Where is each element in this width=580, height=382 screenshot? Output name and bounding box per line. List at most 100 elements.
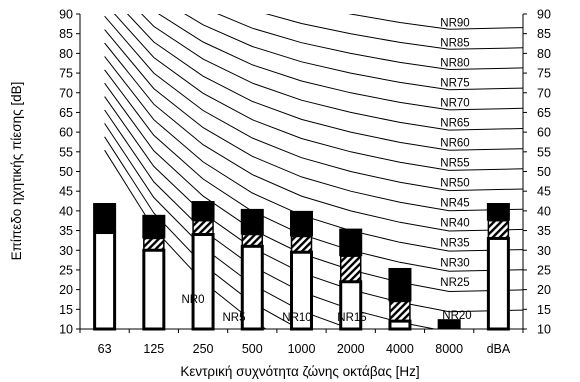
y-tick-label-left: 90 bbox=[59, 8, 73, 22]
y-tick-label-left: 10 bbox=[59, 323, 73, 337]
y-tick-label-left: 30 bbox=[59, 244, 73, 258]
y-tick-label-left: 20 bbox=[59, 283, 73, 297]
y-tick-label-right: 15 bbox=[537, 303, 551, 317]
nr-curve-NR5 bbox=[104, 136, 301, 329]
nr-label: NR60 bbox=[440, 137, 469, 149]
y-tick-label-left: 25 bbox=[59, 263, 73, 277]
nr-label: NR30 bbox=[440, 257, 469, 269]
bar-base-segment bbox=[191, 233, 215, 331]
nr-label: NR80 bbox=[440, 57, 469, 69]
y-tick-label-right: 30 bbox=[537, 244, 551, 258]
nr-curve-NR80 bbox=[216, 14, 523, 71]
nr-curve-NR45 bbox=[104, 29, 523, 212]
y-tick-label-right: 90 bbox=[537, 8, 551, 22]
x-tick-label: 250 bbox=[193, 342, 214, 356]
y-tick-label-left: 50 bbox=[59, 165, 73, 179]
bar-base-segment bbox=[388, 319, 412, 331]
x-tick-label: 8000 bbox=[435, 342, 463, 356]
nr-label: NR40 bbox=[440, 217, 469, 229]
y-tick-label-left: 70 bbox=[59, 86, 73, 100]
nr-label: NR35 bbox=[440, 237, 469, 249]
nr-label: NR45 bbox=[440, 197, 469, 209]
bar-hatch-segment bbox=[487, 219, 510, 240]
nr-curve-NR75 bbox=[184, 14, 523, 91]
y-tick-label-left: 35 bbox=[59, 224, 73, 238]
y-tick-label-left: 75 bbox=[59, 67, 73, 81]
y-tick-label-right: 50 bbox=[537, 165, 551, 179]
bar-top-segment bbox=[339, 228, 363, 257]
bar-top-segment bbox=[290, 210, 313, 237]
bar-hatch-segment bbox=[241, 233, 264, 248]
y-tick-label-left: 15 bbox=[59, 303, 73, 317]
x-tick-label: 63 bbox=[98, 342, 112, 356]
y-tick-label-left: 65 bbox=[59, 106, 73, 120]
bar-top-segment bbox=[142, 214, 166, 239]
y-tick-label-right: 25 bbox=[537, 263, 551, 277]
y-tick-label-right: 70 bbox=[537, 86, 551, 100]
bar-top-segment bbox=[486, 203, 510, 221]
nr-label: NR85 bbox=[440, 37, 469, 49]
y-tick-label-right: 55 bbox=[537, 145, 551, 159]
x-axis-title: Κεντρική συχνότητα ζώνης οκτάβας [Hz] bbox=[180, 364, 419, 379]
bar-hatch-segment bbox=[143, 237, 165, 251]
x-tick-label: 2000 bbox=[337, 342, 365, 356]
nr-label: NR5 bbox=[222, 312, 245, 324]
nr-label: NR20 bbox=[442, 310, 471, 322]
y-tick-label-right: 60 bbox=[537, 126, 551, 140]
bar-top-segment bbox=[93, 203, 117, 233]
nr-label: NR0 bbox=[181, 294, 204, 306]
y-tick-label-right: 65 bbox=[537, 106, 551, 120]
y-tick-label-right: 85 bbox=[537, 27, 551, 41]
nr-label: NR70 bbox=[440, 97, 469, 109]
y-tick-label-right: 40 bbox=[537, 204, 551, 218]
bar-top-segment bbox=[240, 208, 264, 235]
x-tick-label: dBA bbox=[487, 342, 511, 356]
nr-curve-NR55 bbox=[114, 14, 523, 171]
bar-hatch-segment bbox=[192, 219, 214, 236]
nr-label: NR90 bbox=[440, 17, 469, 29]
y-tick-label-right: 80 bbox=[537, 47, 551, 61]
bar-base-segment bbox=[486, 236, 510, 331]
nr-label: NR50 bbox=[440, 177, 469, 189]
y-tick-label-left: 45 bbox=[59, 185, 73, 199]
nr-label: NR65 bbox=[440, 117, 469, 129]
y-tick-label-left: 55 bbox=[59, 145, 73, 159]
bar-top-segment bbox=[191, 201, 215, 221]
y-tick-label-right: 75 bbox=[537, 67, 551, 81]
y-tick-label-left: 60 bbox=[59, 126, 73, 140]
nr-curve-NR65 bbox=[141, 14, 523, 131]
y-tick-label-left: 80 bbox=[59, 47, 73, 61]
nr-curve-NR85 bbox=[265, 14, 523, 50]
nr-label: NR55 bbox=[440, 157, 469, 169]
nr-label: NR15 bbox=[337, 312, 366, 324]
x-tick-label: 125 bbox=[143, 342, 164, 356]
bar-top-segment bbox=[437, 319, 461, 329]
nr-curve-NR50 bbox=[104, 15, 523, 192]
y-axis-title: Επίπεδο ηχητικής πίεσης [dB] bbox=[9, 82, 24, 261]
bar-base-segment bbox=[93, 231, 117, 331]
y-tick-label-right: 10 bbox=[537, 323, 551, 337]
x-tick-label: 500 bbox=[242, 342, 263, 356]
nr-labels: NR0 NR5 NR10 NR15 NR20 NR25 NR30 NR35 NR40 NR45 NR… bbox=[181, 17, 471, 324]
nr-curve-NR0 bbox=[104, 149, 267, 329]
nr-label: NR10 bbox=[282, 312, 311, 324]
y-tick-label-right: 20 bbox=[537, 283, 551, 297]
nr-curve-NR70 bbox=[157, 14, 523, 111]
bar-hatch-segment bbox=[290, 235, 313, 253]
bars bbox=[93, 201, 510, 331]
y-tick-label-right: 45 bbox=[537, 185, 551, 199]
nr-curve-NR90 bbox=[348, 14, 523, 30]
y-tick-label-left: 85 bbox=[59, 27, 73, 41]
x-tick-label: 4000 bbox=[386, 342, 414, 356]
bar-base-segment bbox=[142, 248, 166, 331]
nr-curve-NR60 bbox=[126, 14, 523, 151]
ticks: 10 10 15 15 20 20 25 25 30 30 35 35 40 40 45 45 50 50 55 55… bbox=[59, 8, 551, 357]
y-tick-label-left: 40 bbox=[59, 204, 73, 218]
bar-hatch-segment bbox=[389, 300, 411, 322]
x-tick-label: 1000 bbox=[288, 342, 316, 356]
nr-curve-NR40 bbox=[104, 42, 523, 232]
bar-top-segment bbox=[388, 267, 412, 302]
nr-curves bbox=[104, 14, 523, 329]
y-tick-label-right: 35 bbox=[537, 224, 551, 238]
